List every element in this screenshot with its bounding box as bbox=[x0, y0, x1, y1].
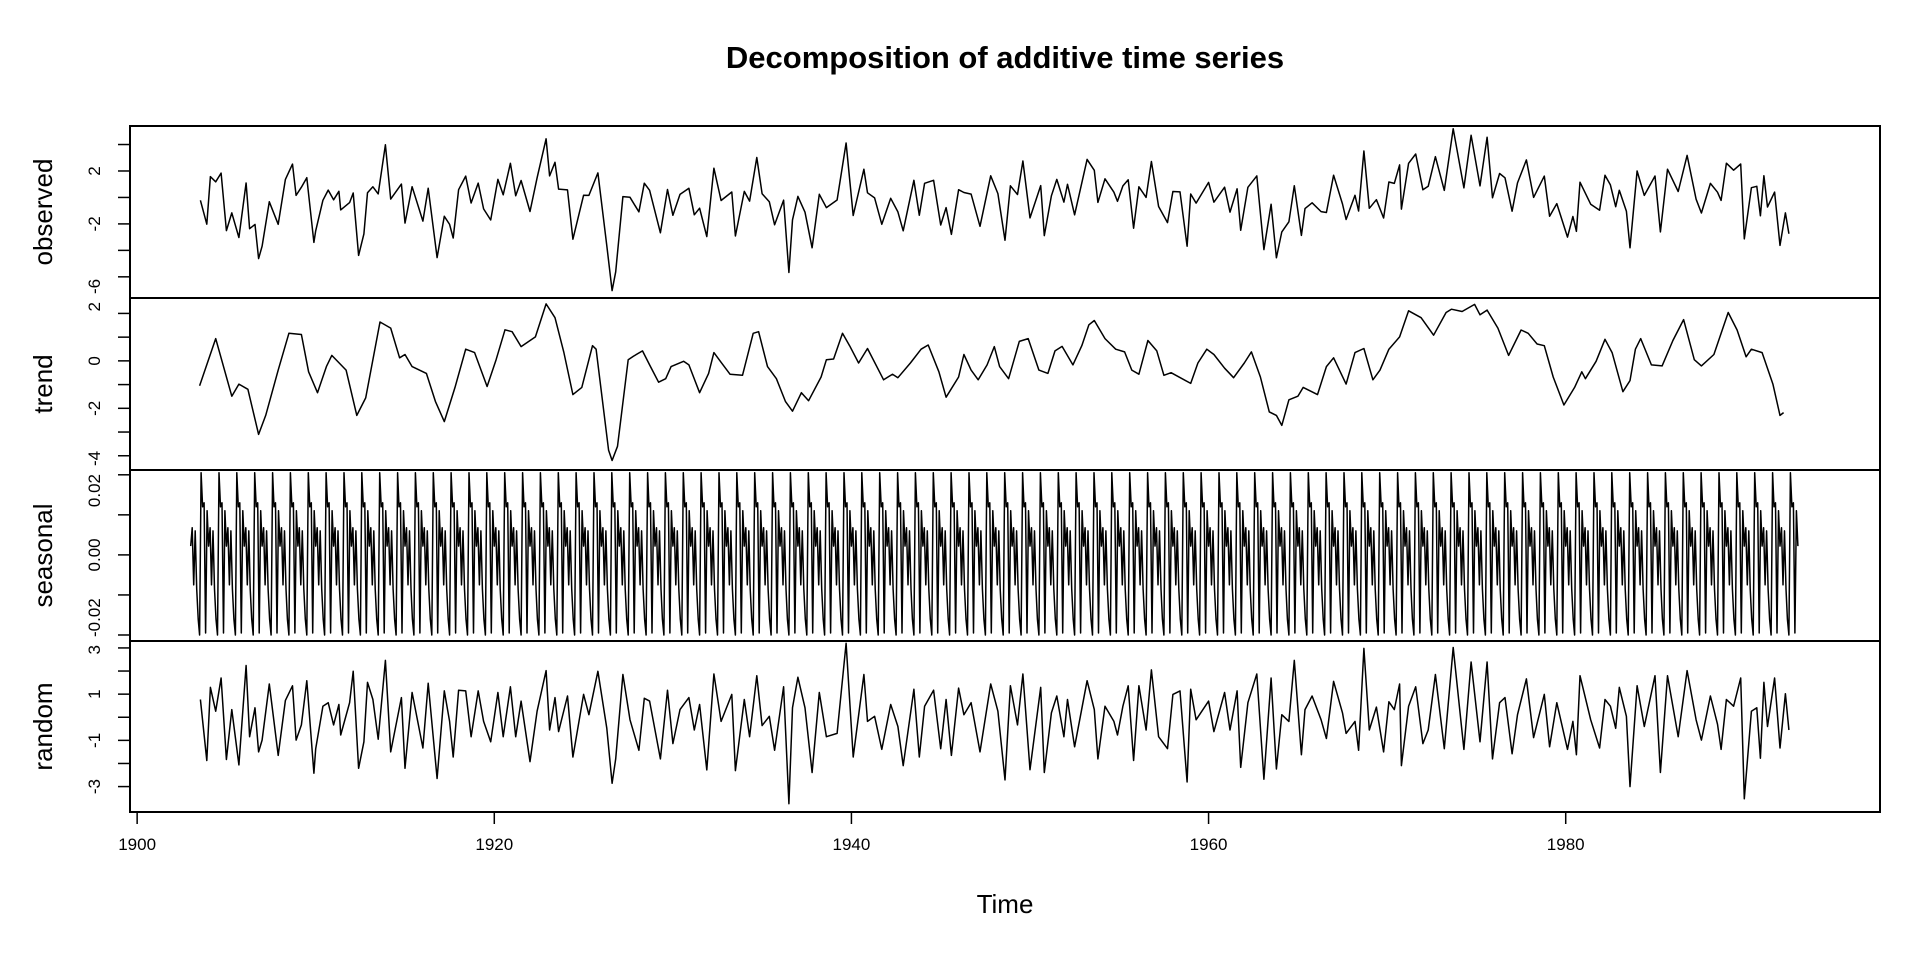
panel-frame bbox=[129, 125, 1881, 299]
series-line-random bbox=[199, 642, 1790, 805]
panel-frame bbox=[129, 640, 1881, 813]
panel-seasonal: 0.02 0.00 -0.02 seasonal bbox=[28, 469, 1881, 642]
panel-observed: 2 -2 -6 observed bbox=[28, 125, 1881, 299]
y-tick-label: 2 bbox=[85, 302, 104, 311]
x-tick-label: 1900 bbox=[118, 835, 156, 854]
chart-title: Decomposition of additive time series bbox=[726, 40, 1284, 75]
panel-trend: 2 0 -2 -4 trend bbox=[28, 297, 1881, 471]
x-tick-label: 1940 bbox=[833, 835, 871, 854]
y-tick-label: 0.02 bbox=[85, 474, 104, 507]
y-tick-label: 0.00 bbox=[85, 538, 104, 571]
x-axis-label: Time bbox=[977, 889, 1034, 919]
panel-frame bbox=[129, 297, 1881, 471]
y-tick-label: -0.02 bbox=[85, 598, 104, 637]
y-tick-label: -1 bbox=[85, 733, 104, 748]
series-line-seasonal bbox=[189, 472, 1799, 636]
y-tick-label: -6 bbox=[85, 279, 104, 294]
panel-label-trend: trend bbox=[28, 354, 58, 413]
x-tick-label: 1980 bbox=[1547, 835, 1585, 854]
x-tick-label: 1960 bbox=[1190, 835, 1228, 854]
panel-label-random: random bbox=[28, 682, 58, 770]
y-tick-label: -2 bbox=[85, 216, 104, 231]
y-tick-label: 2 bbox=[85, 166, 104, 175]
panels: 2 -2 -6 observed 2 0 -2 -4 trend 0.02 0.00 -0.02 sea… bbox=[28, 125, 1881, 813]
y-tick-label: 3 bbox=[85, 645, 104, 654]
x-tick-label: 1920 bbox=[475, 835, 513, 854]
y-tick-label: -3 bbox=[85, 779, 104, 794]
x-axis: 1900 1920 1940 1960 1980 bbox=[118, 812, 1585, 854]
y-tick-label: -4 bbox=[85, 451, 104, 466]
y-tick-label: 0 bbox=[85, 356, 104, 365]
series-line-observed bbox=[199, 127, 1790, 292]
panel-label-observed: observed bbox=[28, 159, 58, 266]
panel-label-seasonal: seasonal bbox=[28, 503, 58, 607]
series-line-trend bbox=[198, 303, 1785, 462]
panel-random: 3 1 -1 -3 random bbox=[28, 640, 1881, 813]
y-tick-label: -2 bbox=[85, 401, 104, 416]
y-tick-label: 1 bbox=[85, 689, 104, 698]
